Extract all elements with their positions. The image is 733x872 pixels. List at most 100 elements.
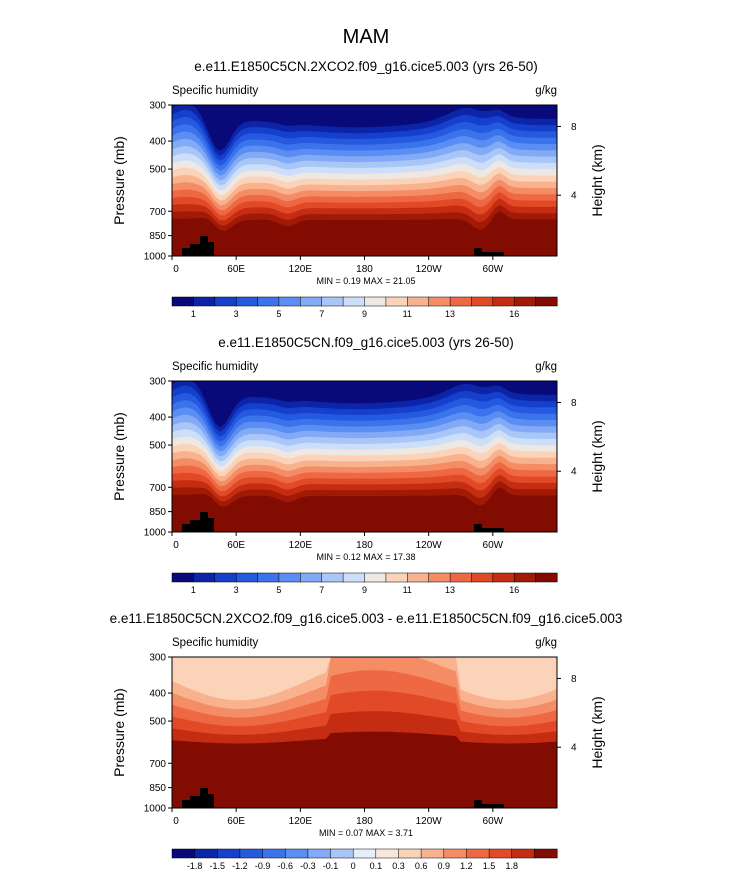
- variable-label: Specific humidity: [172, 361, 259, 373]
- colorbar-box: [364, 296, 387, 307]
- units-label: g/kg: [535, 85, 557, 97]
- colorbar-label: 16: [509, 585, 519, 595]
- colorbar-box: [513, 296, 537, 307]
- colorbar-label: 5: [276, 585, 281, 595]
- colorbar-label: 11: [403, 309, 412, 319]
- colorbar-label: 0.3: [392, 861, 405, 871]
- x-tick-label: 120W: [416, 816, 443, 827]
- colorbar-box: [321, 296, 344, 307]
- colorbar-label: 11: [403, 585, 412, 595]
- stats-label: MIN = 0.07 MAX = 3.71: [319, 828, 413, 838]
- colorbar-label: 1.2: [460, 861, 473, 871]
- colorbar-box: [235, 572, 259, 583]
- y2-tick-label: 8: [571, 674, 577, 685]
- x-tick-label: 60W: [483, 816, 504, 827]
- colorbar-box: [257, 572, 280, 583]
- colorbar-box: [342, 572, 366, 583]
- x-tick-label: 60E: [227, 540, 245, 551]
- x-tick-label: 120E: [289, 540, 313, 551]
- colorbar-box: [385, 296, 408, 307]
- y-tick-label: 300: [149, 377, 166, 388]
- y2-tick-label: 4: [571, 743, 577, 754]
- contour-field: [172, 381, 557, 532]
- y2-tick-label: 8: [571, 122, 577, 133]
- colorbar-box: [214, 296, 237, 307]
- contour-field: [172, 105, 557, 256]
- x-tick-label: 120E: [289, 816, 313, 827]
- colorbar-box: [278, 296, 301, 307]
- y-tick-label: 700: [149, 483, 166, 494]
- colorbar-label: 9: [362, 309, 367, 319]
- y-tick-label: 850: [149, 507, 166, 518]
- x-tick-label: 60E: [227, 816, 245, 827]
- colorbar-box: [420, 848, 445, 859]
- units-label: g/kg: [535, 637, 557, 649]
- colorbar-box: [307, 848, 332, 859]
- colorbar-label: -1.8: [187, 861, 203, 871]
- colorbar-box: [352, 848, 377, 859]
- variable-label: Specific humidity: [172, 85, 259, 97]
- colorbar-box: [235, 296, 259, 307]
- colorbar-box: [239, 848, 264, 859]
- colorbar-box: [330, 848, 354, 859]
- colorbar-box: [488, 848, 513, 859]
- panel-title: e.e11.E1850C5CN.2XCO2.f09_g16.cice5.003 …: [194, 59, 537, 74]
- colorbar-label: -1.2: [232, 861, 248, 871]
- figure-title: MAM: [343, 26, 390, 48]
- panel-1: e.e11.E1850C5CN.2XCO2.f09_g16.cice5.003 …: [111, 59, 605, 319]
- panel-title: e.e11.E1850C5CN.2XCO2.f09_g16.cice5.003 …: [110, 611, 623, 626]
- x-tick-label: 120E: [289, 264, 313, 275]
- colorbar-label: -0.9: [255, 861, 271, 871]
- y2-axis-label: Height (km): [589, 144, 605, 216]
- panel-3: e.e11.E1850C5CN.2XCO2.f09_g16.cice5.003 …: [110, 611, 623, 871]
- y-tick-label: 850: [149, 783, 166, 794]
- y2-tick-label: 4: [571, 467, 577, 478]
- colorbar-label: 13: [445, 309, 455, 319]
- y2-axis-label: Height (km): [589, 696, 605, 768]
- colorbar-box: [193, 296, 216, 307]
- colorbar-box: [385, 572, 408, 583]
- colorbar-box: [513, 572, 537, 583]
- colorbar-label: 3: [234, 585, 239, 595]
- colorbar-box: [193, 572, 216, 583]
- x-tick-label: 180: [356, 264, 373, 275]
- contour-band: [172, 211, 557, 256]
- colorbar-box: [428, 296, 451, 307]
- colorbar-box: [300, 572, 323, 583]
- colorbar-label: 0.9: [438, 861, 451, 871]
- stats-label: MIN = 0.12 MAX = 17.38: [316, 552, 415, 562]
- colorbar-label: -0.3: [300, 861, 316, 871]
- colorbar-box: [375, 848, 399, 859]
- colorbar-label: -1.5: [210, 861, 226, 871]
- colorbar-label: 1: [191, 585, 196, 595]
- x-tick-label: 180: [356, 816, 373, 827]
- y-axis-label: Pressure (mb): [111, 136, 127, 225]
- x-tick-label: 60E: [227, 264, 245, 275]
- colorbar-label: 1.8: [505, 861, 518, 871]
- y2-tick-label: 8: [571, 398, 577, 409]
- x-tick-label: 0: [173, 264, 179, 275]
- y-tick-label: 1000: [144, 252, 167, 263]
- colorbar-box: [278, 572, 301, 583]
- colorbar-box: [492, 572, 515, 583]
- y-tick-label: 500: [149, 441, 166, 452]
- colorbar-box: [449, 572, 473, 583]
- colorbar-box: [262, 848, 286, 859]
- y-tick-label: 700: [149, 759, 166, 770]
- colorbar-label: 0.6: [415, 861, 428, 871]
- contour-band: [172, 487, 557, 532]
- y-tick-label: 400: [149, 413, 166, 424]
- colorbar-label: 9: [362, 585, 367, 595]
- colorbar-label: 0: [351, 861, 356, 871]
- colorbar-box: [471, 572, 494, 583]
- y-tick-label: 300: [149, 653, 166, 664]
- colorbar-box: [407, 296, 430, 307]
- colorbar-box: [535, 572, 558, 583]
- colorbar-box: [407, 572, 430, 583]
- x-tick-label: 120W: [416, 540, 443, 551]
- colorbar-box: [471, 296, 494, 307]
- y-tick-label: 500: [149, 165, 166, 176]
- colorbar-box: [342, 296, 366, 307]
- colorbar-box: [466, 848, 490, 859]
- colorbar-box: [171, 296, 194, 307]
